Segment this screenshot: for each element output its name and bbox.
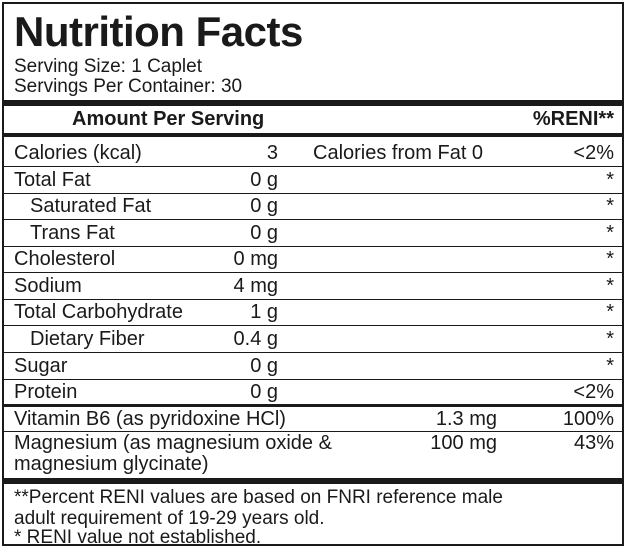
nutrient-amount: 0 g: [250, 195, 278, 217]
row-divider: [4, 272, 622, 273]
nutrient-name: Dietary Fiber: [30, 328, 145, 350]
nutrient-name: Total Carbohydrate: [14, 301, 183, 323]
nutrient-pct: *: [606, 275, 614, 297]
reni-header: %RENI**: [532, 108, 614, 130]
thick-divider: [4, 478, 622, 484]
row-divider: [4, 325, 622, 326]
serving-size: Serving Size: 1 Caplet: [14, 56, 202, 77]
vitamin-name: Vitamin B6 (as pyridoxine HCl): [14, 408, 286, 430]
nutrient-pct: *: [606, 355, 614, 377]
panel-title: Nutrition Facts: [14, 8, 303, 55]
vitamin-pct: 43%: [573, 432, 614, 454]
nutrient-amount: 0 g: [250, 381, 278, 403]
row-divider: [4, 299, 622, 300]
footnote-line-3: * RENI value not established.: [14, 527, 262, 548]
row-divider: [4, 246, 622, 247]
nutrient-amount: 0 g: [250, 169, 278, 191]
nutrient-name: Trans Fat: [30, 222, 115, 244]
calories-amount: 3: [266, 142, 278, 164]
footnote-line-2: adult requirement of 19-29 years old.: [14, 508, 325, 529]
row-divider: [4, 166, 622, 167]
nutrient-pct: *: [606, 222, 614, 244]
nutrient-pct: *: [606, 248, 614, 270]
nutrient-amount: 4 mg: [233, 275, 278, 297]
footnote-line-1: **Percent RENI values are based on FNRI …: [14, 487, 503, 508]
calories-from-fat: Calories from Fat 0: [313, 142, 484, 164]
calories-label: Calories (kcal): [14, 142, 142, 164]
vitamin-amount: 100 mg: [430, 432, 497, 454]
nutrient-name: Cholesterol: [14, 248, 116, 270]
nutrient-amount: 0 g: [250, 355, 278, 377]
row-divider: [4, 431, 622, 432]
vitamin-name-line2: magnesium glycinate): [14, 453, 209, 475]
nutrient-amount: 0.4 g: [233, 328, 278, 350]
row-divider: [4, 219, 622, 220]
vitamin-name-line1: Magnesium (as magnesium oxide &: [14, 432, 332, 454]
nutrient-pct: *: [606, 195, 614, 217]
nutrient-name: Saturated Fat: [30, 195, 152, 217]
nutrient-name: Sodium: [14, 275, 82, 297]
nutrient-pct: *: [606, 328, 614, 350]
nutrient-pct: *: [606, 169, 614, 191]
row-divider: [4, 379, 622, 380]
section-divider: [4, 404, 622, 407]
amount-per-serving-label: Amount Per Serving: [72, 108, 265, 130]
vitamin-row-magnesium: Magnesium (as magnesium oxide & magnesiu…: [4, 433, 622, 477]
servings-per-container: Servings Per Container: 30: [14, 76, 243, 97]
nutrient-amount: 0 g: [250, 222, 278, 244]
nutrient-amount: 0 mg: [233, 248, 278, 270]
nutrient-pct: <2%: [573, 381, 614, 403]
vitamin-amount: 1.3 mg: [435, 408, 497, 430]
medium-divider: [4, 133, 622, 137]
vitamin-pct: 100%: [562, 408, 614, 430]
thick-divider: [4, 100, 622, 106]
nutrient-name: Total Fat: [14, 169, 91, 191]
calories-pct: <2%: [573, 142, 614, 164]
nutrient-pct: *: [606, 301, 614, 323]
nutrient-name: Protein: [14, 381, 78, 403]
row-divider: [4, 193, 622, 194]
nutrient-amount: 1 g: [250, 301, 278, 323]
nutrient-name: Sugar: [14, 355, 68, 377]
row-divider: [4, 352, 622, 353]
